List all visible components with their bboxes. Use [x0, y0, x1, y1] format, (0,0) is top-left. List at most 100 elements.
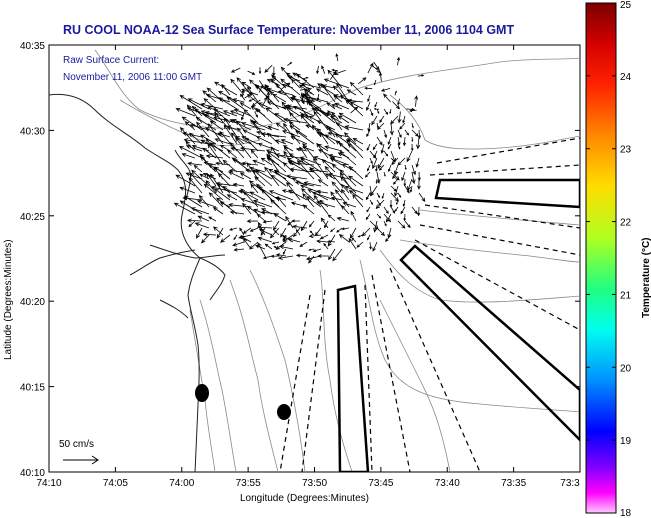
current-vector-arrow — [273, 213, 287, 222]
current-vector-arrow — [327, 234, 336, 247]
current-vector-arrow — [179, 94, 203, 110]
current-vector-arrow — [377, 157, 385, 170]
current-vector-arrow — [376, 213, 382, 219]
current-vector-arrow — [367, 234, 371, 241]
current-vector-arrow — [229, 210, 245, 215]
current-vector-arrow — [208, 216, 217, 222]
current-vector-arrow — [307, 90, 313, 94]
current-vector-arrow — [366, 101, 371, 112]
current-vector-arrow — [229, 227, 238, 231]
current-vector-arrow — [193, 164, 203, 173]
current-vector-arrow — [220, 234, 231, 243]
current-vector-arrow — [335, 53, 339, 62]
current-vector-arrow — [348, 238, 357, 250]
current-vector-arrow — [376, 171, 381, 184]
current-vector-arrow — [285, 174, 308, 180]
current-vector-arrow — [281, 82, 291, 90]
current-vector-arrow — [349, 81, 364, 96]
current-vector-arrow — [256, 225, 273, 230]
current-vector-arrow — [235, 136, 252, 159]
current-vector-arrow — [260, 132, 287, 138]
current-vector-arrow — [287, 237, 301, 243]
current-vector-arrow — [352, 193, 364, 208]
current-vector-arrow — [369, 185, 378, 197]
current-vector-arrow — [334, 133, 350, 145]
current-vector-arrow — [390, 115, 399, 125]
current-vector-arrow — [240, 198, 266, 208]
current-vector-arrow — [196, 199, 217, 208]
current-vector-arrow — [295, 130, 315, 145]
current-vector-arrow — [186, 218, 203, 223]
current-vector-arrow — [373, 150, 378, 159]
current-vector-arrow — [214, 138, 231, 145]
current-vector-arrow — [324, 220, 329, 229]
current-vector-arrow — [315, 88, 329, 96]
current-vector-arrow — [304, 95, 329, 103]
current-vector-arrow — [205, 93, 231, 103]
current-vector-arrow — [338, 142, 357, 159]
current-vector-arrow — [403, 213, 406, 222]
current-vector-arrow — [387, 136, 392, 146]
current-vector-arrow — [246, 219, 259, 224]
current-vector-arrow — [324, 145, 343, 152]
current-vector-arrow — [397, 129, 402, 139]
current-vector-arrow — [404, 164, 407, 171]
current-vector-arrow — [300, 87, 311, 91]
current-vector-arrow — [411, 136, 414, 142]
current-vector-arrow — [349, 227, 357, 239]
current-vector-arrow — [319, 109, 330, 116]
current-vector-arrow — [333, 69, 346, 76]
current-vector-arrow — [226, 149, 238, 159]
current-vector-arrow — [349, 101, 364, 110]
current-vector-arrow — [255, 109, 261, 112]
current-vector-arrow — [209, 120, 224, 131]
current-vector-arrow — [212, 206, 224, 215]
current-vector-arrow — [402, 136, 407, 147]
current-vector-arrow — [233, 108, 252, 117]
current-vector-arrow — [184, 121, 196, 131]
current-vector-arrow — [229, 110, 245, 117]
current-vector-arrow — [366, 206, 371, 213]
coastline — [49, 93, 226, 472]
current-vector-arrow — [241, 161, 259, 166]
current-vector-arrow — [303, 181, 322, 187]
current-vector-arrow — [173, 202, 196, 215]
current-vector-arrow — [376, 122, 385, 130]
current-vector-arrow — [331, 68, 339, 72]
current-vector-arrow — [266, 79, 279, 85]
current-vector-arrow — [274, 113, 294, 124]
current-vector-arrow — [396, 56, 400, 66]
current-vector-arrow — [275, 122, 287, 131]
current-vector-arrow — [350, 210, 357, 222]
current-vector-arrow — [376, 136, 383, 146]
current-vector-arrow — [272, 93, 287, 103]
current-vector-arrow — [381, 192, 385, 199]
current-vector-arrow — [246, 162, 259, 180]
current-vector-arrow — [317, 254, 328, 258]
current-vector-arrow — [247, 70, 256, 75]
current-vector-arrow — [306, 196, 322, 208]
current-vector-arrow — [390, 206, 396, 214]
current-vector-arrow — [401, 171, 406, 182]
current-vector-arrow — [264, 88, 275, 94]
current-vector-arrow — [326, 124, 336, 138]
current-vector-arrow — [389, 108, 392, 115]
current-vector-arrow — [369, 199, 374, 206]
current-vector-arrow — [400, 206, 406, 215]
current-vector-arrow — [266, 87, 287, 96]
current-vector-arrow — [417, 206, 421, 217]
current-vector-arrow — [187, 98, 210, 110]
current-vector-arrow — [417, 74, 425, 77]
x-tick-label: 73:40 — [435, 478, 460, 489]
current-vector-arrow — [417, 178, 421, 190]
current-vector-arrow — [274, 139, 287, 145]
current-vector-arrow — [373, 220, 378, 233]
current-vector-arrow — [342, 201, 357, 208]
current-vector-arrow — [334, 102, 350, 110]
x-tick-label: 73:35 — [501, 478, 526, 489]
current-vector-arrow — [244, 92, 254, 99]
current-vector-arrow — [215, 181, 238, 187]
current-vector-arrow — [326, 102, 336, 110]
current-vector-arrow — [271, 74, 277, 81]
